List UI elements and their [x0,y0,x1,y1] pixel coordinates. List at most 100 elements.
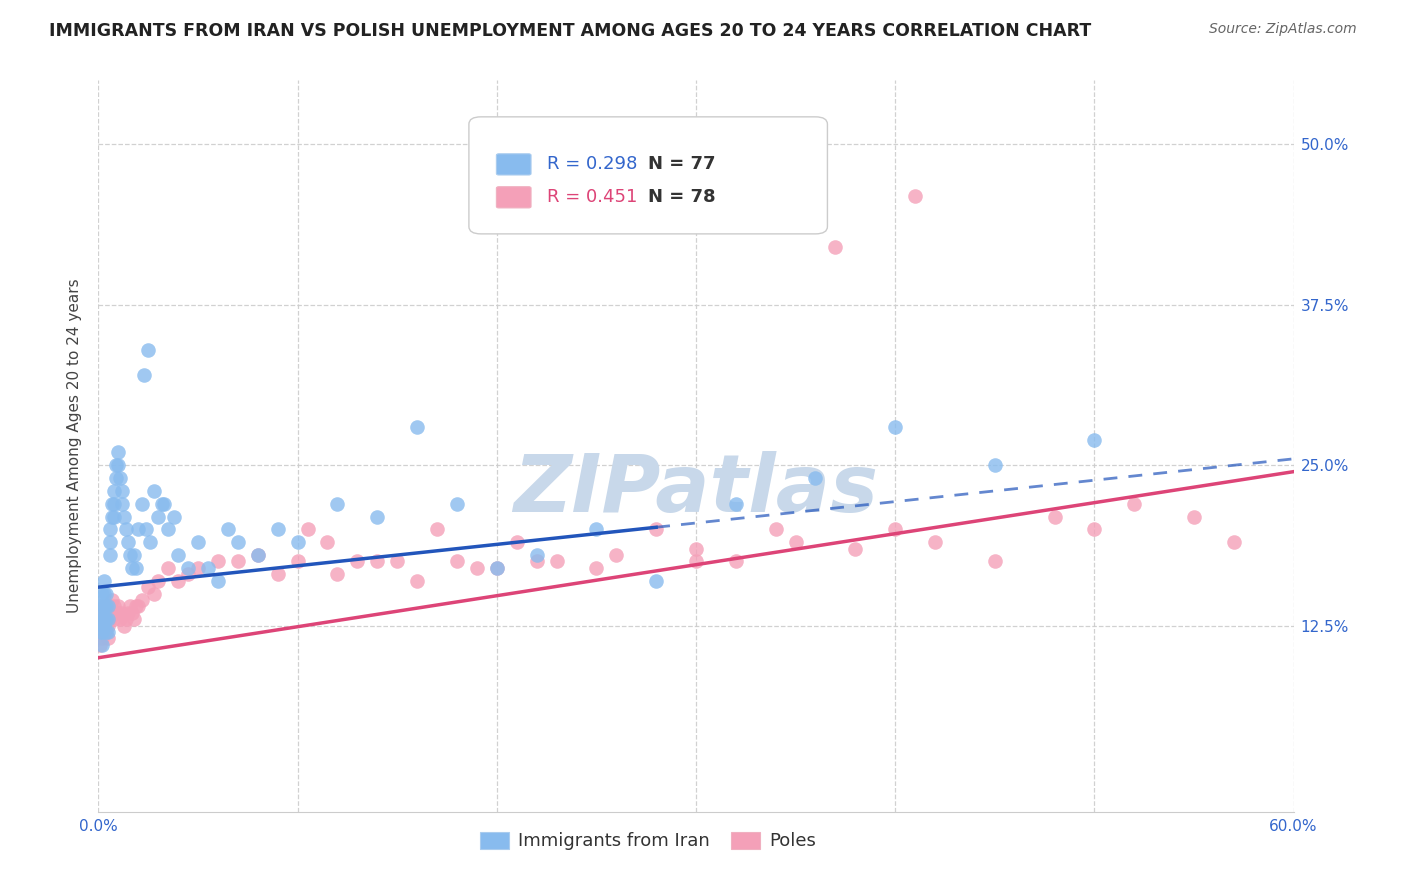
Text: Source: ZipAtlas.com: Source: ZipAtlas.com [1209,22,1357,37]
Point [121,561,143,575]
Point [157,523,180,537]
Point [246,548,269,562]
Point [125,561,148,575]
Point [97,632,120,646]
Point [105,458,128,473]
Point [115,523,138,537]
Point [765,523,787,537]
Point [385,554,409,568]
Point [724,497,747,511]
Point [366,509,388,524]
Point [316,535,339,549]
Point [326,497,349,511]
Point [93,618,115,632]
Point [117,535,139,549]
Point [526,554,548,568]
Y-axis label: Unemployment Among Ages 20 to 24 years: Unemployment Among Ages 20 to 24 years [66,278,82,614]
Point [93,599,115,614]
Point [287,535,309,549]
Point [197,561,219,575]
Point [97,625,120,640]
Point [1223,535,1246,549]
Point [103,509,125,524]
Point [645,523,668,537]
Point [326,567,349,582]
Point [134,368,156,383]
Point [112,618,135,632]
Point [96,599,118,614]
Point [96,612,118,626]
Point [1043,509,1066,524]
Point [346,554,368,568]
Point [207,554,229,568]
Point [1123,497,1146,511]
Point [96,606,118,620]
Text: R = 0.451: R = 0.451 [547,188,637,206]
Point [297,523,319,537]
Point [124,548,146,562]
Point [217,523,239,537]
Point [177,567,200,582]
Point [287,554,309,568]
Point [1182,509,1205,524]
Point [150,497,173,511]
Point [136,580,159,594]
Point [89,638,111,652]
Point [131,593,153,607]
Point [506,535,529,549]
Text: N = 77: N = 77 [648,155,716,173]
Point [246,548,269,562]
Point [91,612,114,626]
Point [585,523,607,537]
Point [91,632,114,646]
Point [93,625,115,640]
Point [93,612,115,626]
Point [101,497,124,511]
Point [111,606,134,620]
Point [844,541,866,556]
Point [105,606,128,620]
Point [91,586,114,600]
Point [110,471,132,485]
Point [446,554,468,568]
Point [101,606,124,620]
Point [1083,523,1105,537]
Text: N = 78: N = 78 [648,188,716,206]
Point [127,599,149,614]
Point [91,599,114,614]
Point [121,606,143,620]
Point [127,523,149,537]
Point [135,523,157,537]
Point [98,599,122,614]
Point [645,574,668,588]
Point [685,541,707,556]
Point [485,561,508,575]
Point [105,471,128,485]
Point [984,458,1007,473]
Point [984,554,1007,568]
Point [101,593,124,607]
Point [406,419,429,434]
Point [98,612,122,626]
Point [465,561,488,575]
Point [89,625,111,640]
Point [110,612,132,626]
Point [153,497,176,511]
Point [91,638,114,652]
Point [207,574,229,588]
Point [167,548,190,562]
Point [177,561,200,575]
Point [884,523,907,537]
Point [426,523,449,537]
Point [111,497,134,511]
Point [485,561,508,575]
Text: ZIPatlas: ZIPatlas [513,450,879,529]
Point [97,618,120,632]
Point [98,535,122,549]
Point [724,554,747,568]
Point [924,535,946,549]
Point [157,561,180,575]
Point [103,599,125,614]
Point [103,497,125,511]
Point [446,497,468,511]
